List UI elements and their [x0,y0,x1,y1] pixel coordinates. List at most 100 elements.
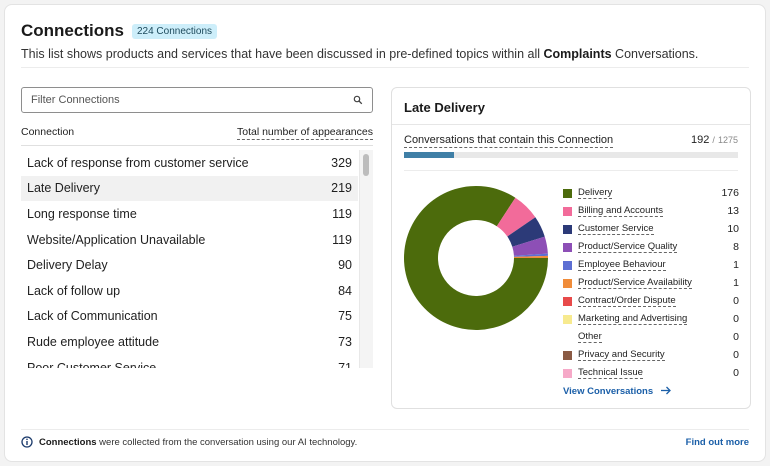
connection-row[interactable]: Lack of response from customer service 32… [21,150,358,176]
legend-item[interactable]: Employee Behaviour 1 [563,256,739,274]
donut-slice[interactable] [513,253,548,257]
divider [404,170,738,171]
connections-count-badge: 224 Connections [131,24,218,39]
arrow-right-icon [660,386,671,395]
page-subtitle: This list shows products and services th… [21,47,699,61]
page-title: Connections [21,21,124,40]
connection-label: Late Delivery [27,181,100,196]
connection-detail-panel: Late Delivery Conversations that contain… [391,87,751,409]
legend-value: 176 [721,187,739,199]
legend-item[interactable]: Marketing and Advertising 0 [563,310,739,328]
connection-count: 119 [332,206,352,221]
conversations-count: 192 / 1275 [690,134,738,146]
search-icon [353,95,363,105]
legend-item[interactable]: Product/Service Quality 8 [563,238,739,256]
legend-label: Delivery [578,187,613,199]
connection-count: 84 [338,283,352,298]
connection-label: Lack of Communication [27,309,158,324]
legend-value: 8 [733,241,739,253]
find-out-more-link[interactable]: Find out more [685,437,749,448]
legend-swatch [563,333,572,342]
connection-row[interactable]: Late Delivery 219 [21,175,358,202]
legend-swatch [563,296,572,306]
connection-count: 119 [332,232,352,247]
legend-label: Privacy and Security [578,349,665,361]
divider [21,145,373,146]
legend-swatch [563,314,572,324]
connection-count: 75 [338,309,352,324]
connection-label: Lack of follow up [27,283,121,298]
list-scrollbar[interactable] [359,150,373,368]
legend-value: 1 [733,277,739,289]
connection-row[interactable]: Delivery Delay 90 [21,252,358,278]
connection-label: Lack of response from customer service [27,155,249,170]
legend-label: Marketing and Advertising [578,313,688,325]
connection-row[interactable]: Rude employee attitude 73 [21,329,358,355]
connection-count: 90 [338,258,352,273]
connection-row[interactable]: Website/Application Unavailable 119 [21,227,358,253]
legend-value: 0 [733,295,739,307]
view-conversations-link[interactable]: View Conversations [563,386,672,397]
legend-item[interactable]: Other 0 [563,328,739,346]
legend-label: Technical Issue [578,367,643,379]
column-total-appearances[interactable]: Total number of appearances [236,126,373,140]
donut-slice[interactable] [512,236,548,256]
connection-count: 73 [338,334,352,349]
legend-item[interactable]: Billing and Accounts 13 [563,202,739,220]
conversations-label: Conversations that contain this Connecti… [404,134,614,148]
legend-swatch [563,278,572,288]
legend-item[interactable]: Delivery 176 [563,184,739,202]
legend-label: Employee Behaviour [578,259,666,271]
filter-connections-input[interactable] [22,88,342,112]
connection-label: Delivery Delay [27,258,108,273]
topic-legend: Delivery 176 Billing and Accounts 13 Custome… [563,184,739,382]
header: Connections 224 Connections This list sh… [21,21,749,61]
donut-slice[interactable] [496,197,536,237]
legend-label: Product/Service Availability [578,277,692,289]
connection-count: 329 [331,155,352,170]
connection-row[interactable]: Long response time 119 [21,201,358,227]
connection-label: Website/Application Unavailable [27,232,206,247]
legend-value: 0 [733,367,739,379]
connection-row[interactable]: Poor Customer Service 71 [21,355,358,368]
legend-swatch [563,368,572,378]
legend-item[interactable]: Product/Service Availability 1 [563,274,739,292]
legend-item[interactable]: Privacy and Security 0 [563,346,739,364]
connections-list[interactable]: Lack of response from customer service 32… [21,150,358,368]
connection-row[interactable]: Lack of follow up 84 [21,278,358,304]
legend-item[interactable]: Technical Issue 0 [563,364,739,382]
legend-swatch [563,224,572,234]
connection-count: 219 [331,181,352,196]
legend-value: 10 [727,223,739,235]
connections-card: Connections 224 Connections This list sh… [4,4,766,462]
legend-label: Product/Service Quality [578,241,678,253]
legend-swatch [563,188,572,198]
legend-swatch [563,260,572,270]
column-connection: Connection [21,126,75,138]
legend-value: 0 [733,313,739,325]
donut-slice[interactable] [507,217,545,247]
legend-value: 1 [733,259,739,271]
legend-item[interactable]: Contract/Order Dispute 0 [563,292,739,310]
progress-fill [404,152,455,158]
donut-slice[interactable] [404,186,548,330]
legend-value: 13 [727,205,739,217]
divider [392,124,750,125]
scrollbar-thumb[interactable] [363,154,369,176]
legend-swatch [563,242,572,252]
conversations-progress-bar [404,152,738,158]
connection-label: Poor Customer Service [27,360,157,368]
donut-slice[interactable] [513,255,548,258]
legend-item[interactable]: Customer Service 10 [563,220,739,238]
connection-label: Long response time [27,206,137,221]
connection-row[interactable]: Lack of Communication 75 [21,304,358,330]
connection-count: 71 [338,360,352,368]
legend-label: Billing and Accounts [578,205,664,217]
footer-note: Connections were collected from the conv… [21,436,357,448]
legend-swatch [563,350,572,360]
topic-donut-chart [404,186,548,330]
legend-label: Contract/Order Dispute [578,295,676,307]
filter-connections-field[interactable] [21,87,373,113]
legend-swatch [563,206,572,216]
legend-label: Other [578,331,602,343]
